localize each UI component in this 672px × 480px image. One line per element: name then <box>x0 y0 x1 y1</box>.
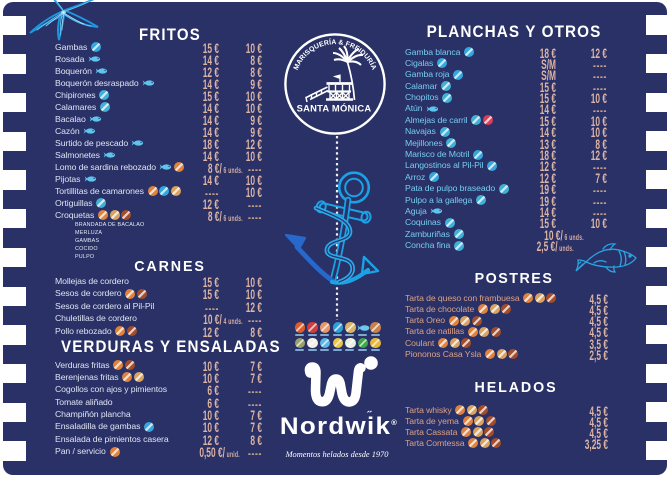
svg-text:SANTA MÓNICA: SANTA MÓNICA <box>297 103 372 114</box>
